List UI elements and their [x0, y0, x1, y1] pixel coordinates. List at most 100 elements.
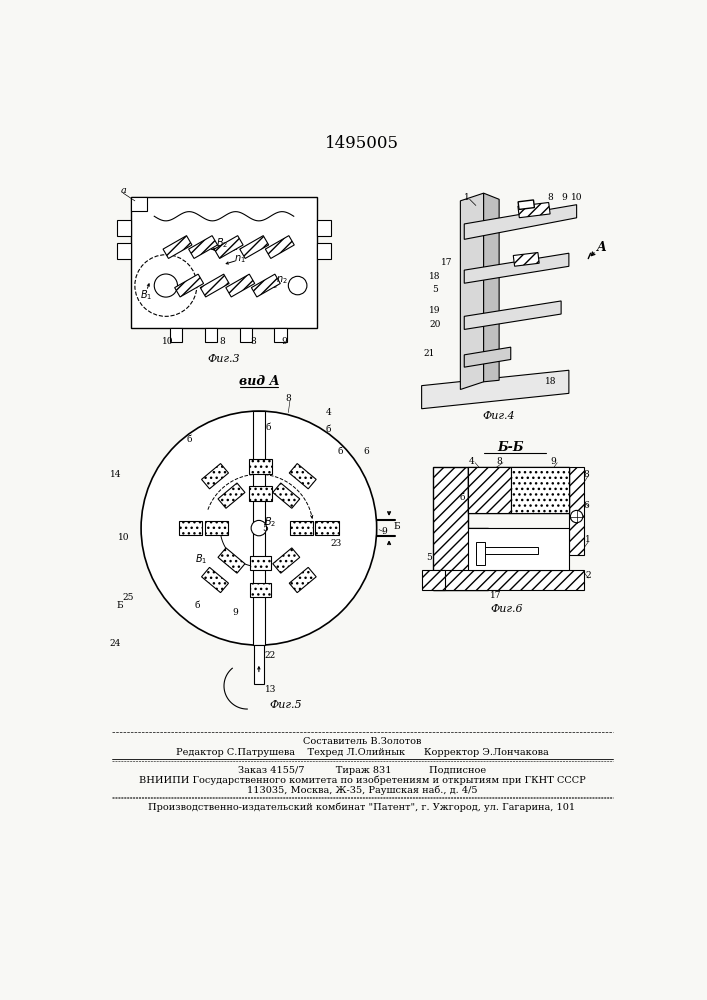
Text: Фиг.3: Фиг.3	[208, 354, 240, 364]
Text: a: a	[120, 186, 126, 195]
Bar	[476, 542, 485, 565]
Text: 4: 4	[326, 408, 332, 417]
Polygon shape	[214, 236, 243, 258]
Polygon shape	[200, 274, 229, 297]
Polygon shape	[289, 464, 316, 489]
Text: 8: 8	[584, 470, 590, 479]
Text: вид А: вид А	[238, 375, 279, 388]
Text: ВНИИПИ Государственного комитета по изобретениям и открытиям при ГКНТ СССР: ВНИИПИ Государственного комитета по изоб…	[139, 776, 585, 785]
Polygon shape	[421, 370, 569, 409]
Text: 9: 9	[561, 192, 567, 202]
Text: б: б	[187, 435, 192, 444]
Bar	[240, 328, 252, 342]
Text: 5: 5	[432, 285, 438, 294]
Text: 6: 6	[584, 500, 590, 510]
Text: 9: 9	[281, 337, 287, 346]
Text: Фиг.4: Фиг.4	[483, 411, 515, 421]
Bar	[569, 466, 585, 555]
Text: 5: 5	[426, 553, 432, 562]
Text: Составитель В.Золотов: Составитель В.Золотов	[303, 737, 421, 746]
Text: 8: 8	[250, 337, 257, 346]
Text: $B_2$: $B_2$	[216, 236, 228, 250]
Bar	[468, 466, 569, 513]
Polygon shape	[201, 464, 228, 489]
Text: 18: 18	[545, 377, 557, 386]
Text: б: б	[460, 493, 465, 502]
Text: 25: 25	[123, 593, 134, 602]
Text: $B_1$: $B_1$	[194, 552, 207, 566]
Text: 10: 10	[571, 192, 583, 202]
Polygon shape	[273, 483, 300, 508]
Bar	[468, 528, 569, 570]
Polygon shape	[163, 236, 192, 258]
Text: 113035, Москва, Ж-35, Раушская наб., д. 4/5: 113035, Москва, Ж-35, Раушская наб., д. …	[247, 786, 477, 795]
Text: $n_1$: $n_1$	[233, 253, 245, 264]
Text: Б: Б	[394, 522, 400, 531]
Text: $B_2$: $B_2$	[264, 515, 276, 529]
Polygon shape	[218, 548, 245, 573]
Polygon shape	[513, 253, 539, 266]
Text: Редактор С.Патрушева    Техред Л.Олийнык      Корректор Э.Лончакова: Редактор С.Патрушева Техред Л.Олийнык Ко…	[175, 748, 549, 757]
Text: 17: 17	[440, 258, 452, 267]
Polygon shape	[315, 521, 339, 535]
Polygon shape	[464, 301, 561, 329]
Text: 24: 24	[110, 639, 121, 648]
Text: Фиг.5: Фиг.5	[269, 700, 303, 710]
Bar	[421, 570, 445, 590]
Text: 17: 17	[489, 591, 501, 600]
Text: A: A	[597, 241, 607, 254]
Text: Фиг.6: Фиг.6	[491, 604, 523, 614]
Text: 1495005: 1495005	[325, 135, 399, 152]
Text: 19: 19	[429, 306, 440, 315]
Text: 21: 21	[423, 349, 435, 358]
Text: 9: 9	[551, 457, 556, 466]
Text: 8: 8	[286, 394, 291, 403]
Polygon shape	[226, 274, 255, 297]
Bar	[204, 328, 217, 342]
Polygon shape	[250, 556, 271, 570]
Polygon shape	[204, 521, 228, 535]
Bar	[252, 411, 265, 645]
Text: 10: 10	[163, 337, 174, 346]
Bar	[131, 197, 317, 328]
Circle shape	[571, 510, 583, 523]
Polygon shape	[240, 236, 269, 258]
Circle shape	[141, 411, 377, 645]
Polygon shape	[464, 253, 569, 283]
Text: 18: 18	[429, 272, 440, 281]
Polygon shape	[484, 193, 499, 382]
Polygon shape	[289, 567, 316, 593]
Text: 8: 8	[496, 457, 502, 466]
Text: 9: 9	[233, 608, 238, 617]
Text: б: б	[337, 447, 343, 456]
Polygon shape	[252, 274, 280, 297]
Text: б: б	[265, 424, 271, 432]
Polygon shape	[249, 486, 272, 501]
Text: Производственно-издательский комбинат "Патент", г. Ужгород, ул. Гагарина, 101: Производственно-издательский комбинат "П…	[148, 803, 575, 812]
Bar	[468, 466, 510, 513]
Polygon shape	[179, 521, 202, 535]
Text: 5: 5	[262, 524, 268, 533]
Bar	[476, 547, 538, 554]
Polygon shape	[460, 193, 484, 389]
Bar	[433, 570, 585, 590]
Text: 20: 20	[429, 320, 440, 329]
Text: Б-Б: Б-Б	[498, 441, 524, 454]
Polygon shape	[518, 202, 550, 218]
Polygon shape	[317, 243, 331, 259]
Text: 1: 1	[464, 192, 469, 202]
Bar	[274, 328, 287, 342]
Circle shape	[251, 520, 267, 536]
Text: 10: 10	[117, 533, 129, 542]
Polygon shape	[464, 205, 577, 239]
Polygon shape	[464, 347, 510, 367]
Polygon shape	[317, 220, 331, 235]
Polygon shape	[201, 567, 228, 593]
Polygon shape	[265, 236, 294, 258]
Polygon shape	[518, 200, 534, 209]
Polygon shape	[218, 483, 245, 508]
Text: 8: 8	[220, 337, 226, 346]
Text: Заказ 4155/7          Тираж 831            Подписное: Заказ 4155/7 Тираж 831 Подписное	[238, 766, 486, 775]
Bar	[510, 466, 569, 513]
Text: 14: 14	[110, 470, 121, 479]
